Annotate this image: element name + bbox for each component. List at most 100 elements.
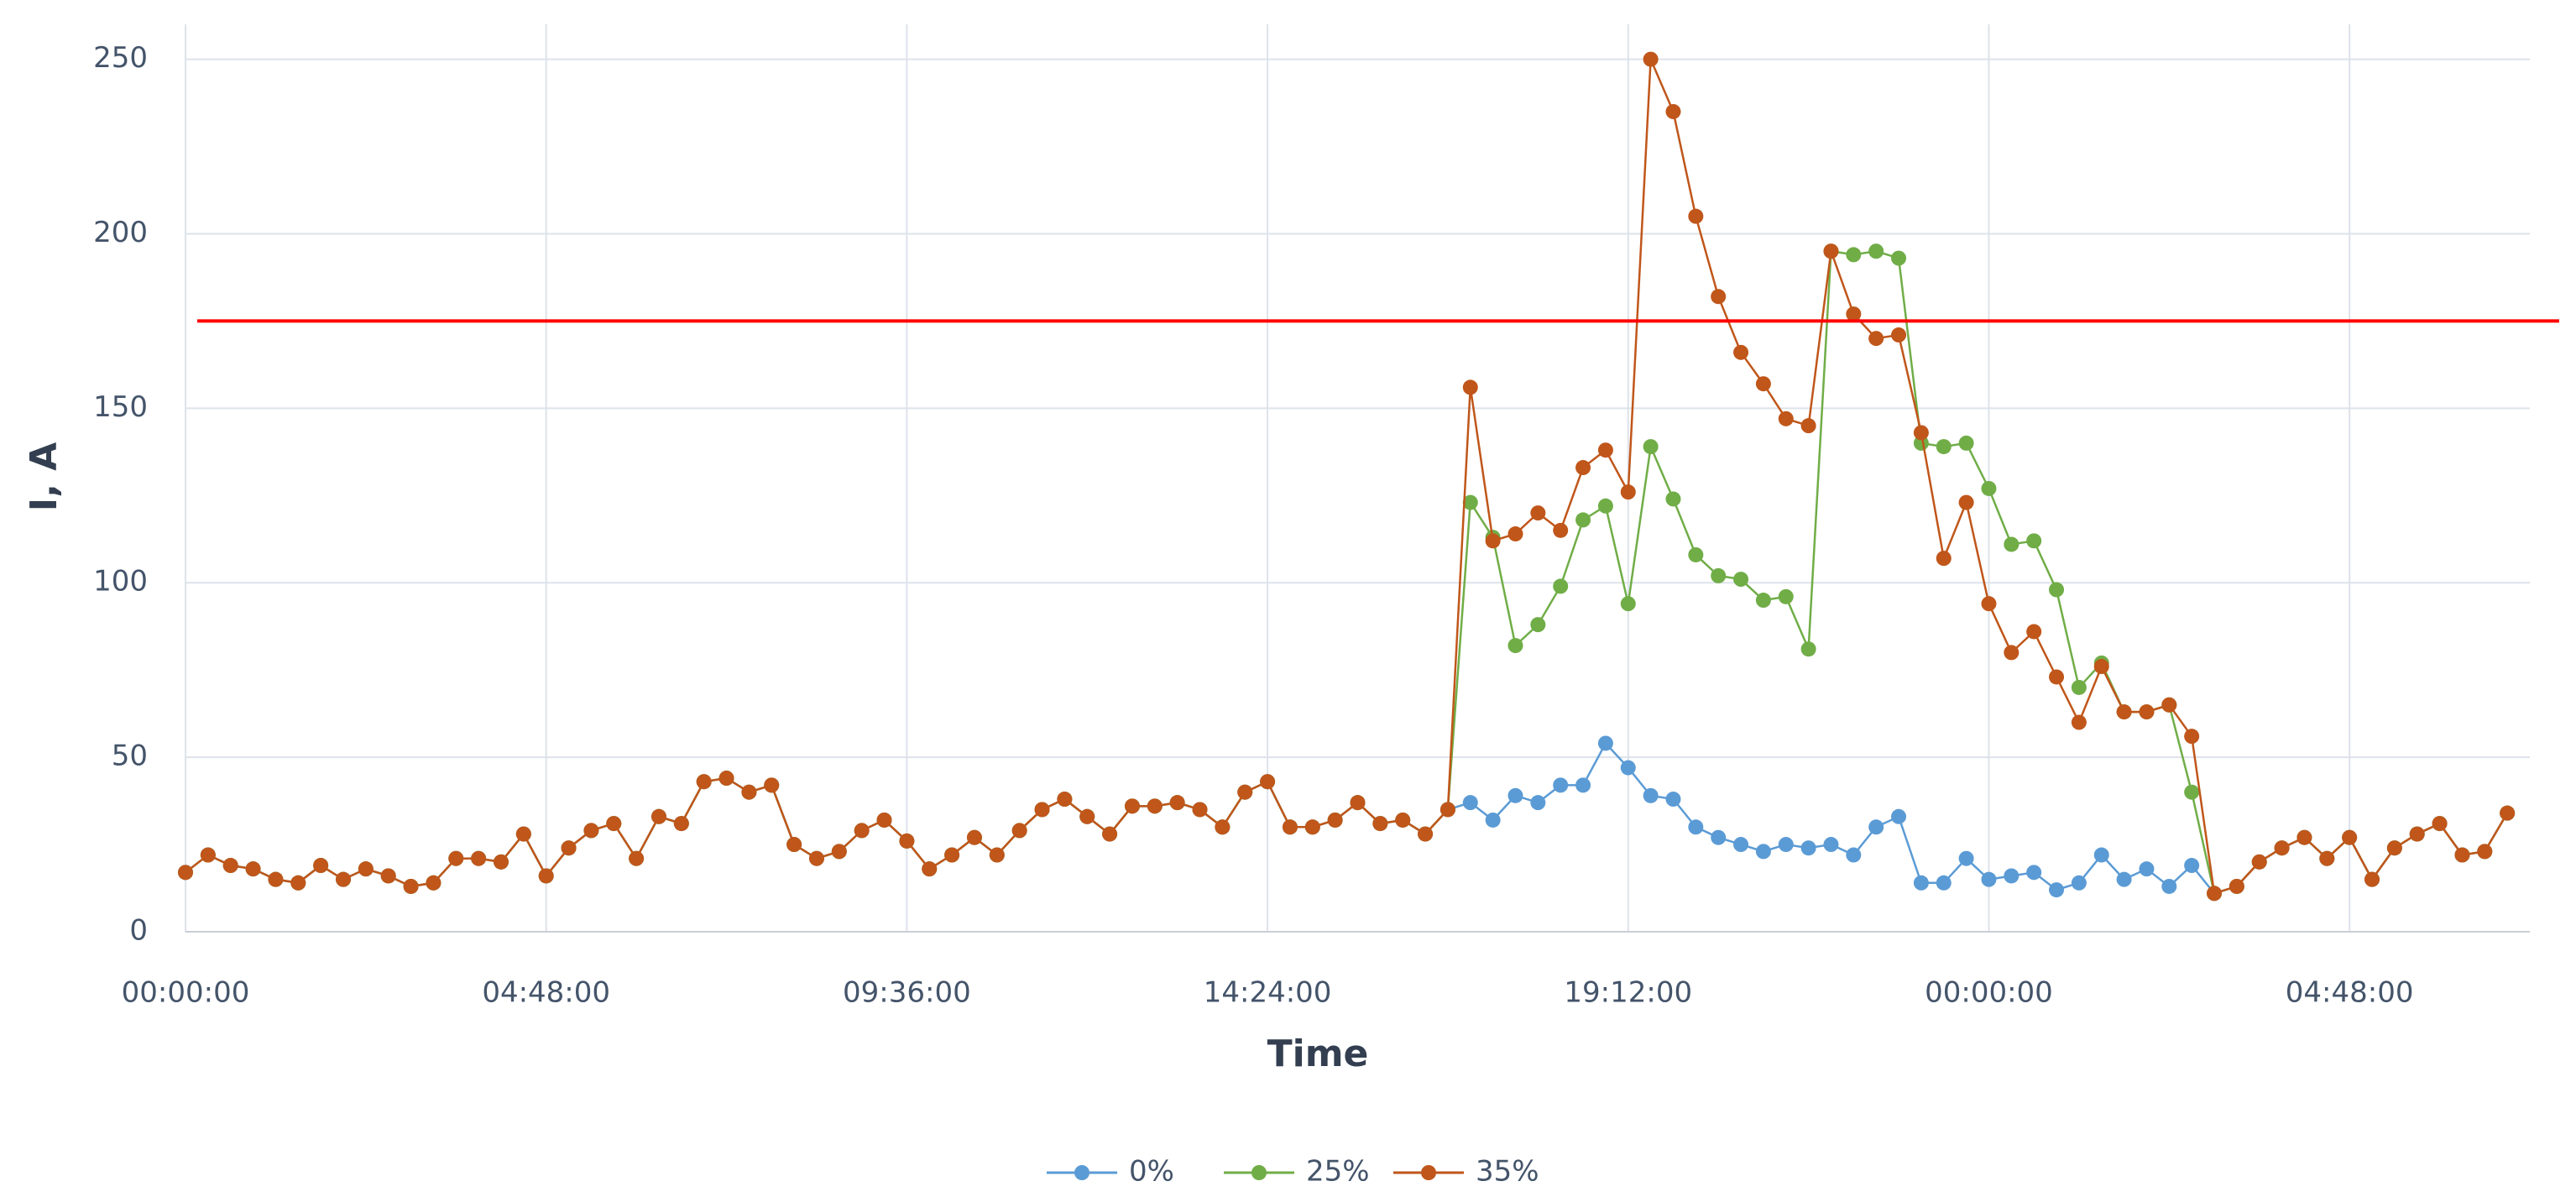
data-point bbox=[1011, 823, 1027, 839]
data-point bbox=[876, 812, 892, 828]
data-point bbox=[2409, 826, 2425, 842]
data-point bbox=[1057, 792, 1073, 808]
data-point bbox=[1868, 331, 1884, 347]
data-point bbox=[2364, 871, 2380, 887]
legend-marker bbox=[1251, 1165, 1267, 1180]
x-tick-label: 19:12:00 bbox=[1564, 976, 1692, 1010]
data-point bbox=[2229, 878, 2244, 894]
data-point bbox=[1169, 795, 1185, 811]
y-tick-label: 50 bbox=[112, 740, 148, 773]
data-point bbox=[2500, 805, 2516, 821]
data-point bbox=[1575, 460, 1591, 476]
data-point bbox=[1891, 250, 1907, 266]
data-point bbox=[515, 826, 531, 842]
data-point bbox=[1688, 546, 1704, 562]
data-point bbox=[1485, 812, 1501, 828]
data-point bbox=[1485, 533, 1501, 549]
data-point bbox=[1507, 638, 1523, 654]
data-point bbox=[1800, 641, 1816, 657]
data-point bbox=[1755, 844, 1771, 860]
data-point bbox=[1981, 871, 1997, 887]
data-point bbox=[1597, 498, 1613, 514]
data-point bbox=[1711, 289, 1727, 305]
data-point bbox=[1958, 435, 1974, 451]
data-point bbox=[335, 871, 351, 887]
x-axis-title: Time bbox=[1267, 1032, 1369, 1075]
data-point bbox=[1936, 875, 1952, 891]
data-point bbox=[1981, 480, 1997, 496]
data-point bbox=[1665, 103, 1681, 119]
data-point bbox=[583, 823, 599, 839]
data-point bbox=[2251, 854, 2267, 870]
data-point bbox=[1079, 808, 1095, 824]
data-point bbox=[764, 777, 780, 793]
series bbox=[178, 735, 2516, 902]
data-point bbox=[1462, 494, 1478, 510]
data-point bbox=[290, 875, 306, 891]
data-point bbox=[1034, 802, 1050, 818]
series-line bbox=[185, 249, 2509, 895]
data-point bbox=[1733, 572, 1749, 588]
data-point bbox=[2116, 871, 2132, 887]
data-point bbox=[1891, 327, 1907, 343]
data-point bbox=[2454, 847, 2470, 863]
data-point bbox=[1800, 840, 1816, 856]
data-point bbox=[358, 861, 374, 877]
data-point bbox=[2319, 850, 2335, 866]
x-tick-label: 09:36:00 bbox=[843, 976, 971, 1010]
data-point bbox=[1597, 735, 1613, 751]
data-point bbox=[245, 861, 261, 877]
data-point bbox=[2004, 868, 2020, 884]
data-point bbox=[1688, 208, 1704, 224]
data-point bbox=[268, 871, 284, 887]
data-point bbox=[2026, 624, 2042, 640]
data-point bbox=[2184, 784, 2200, 800]
data-point bbox=[1553, 777, 1569, 793]
data-point bbox=[1958, 850, 1974, 866]
data-point bbox=[1553, 578, 1569, 594]
data-point bbox=[2093, 847, 2109, 863]
data-point bbox=[1665, 792, 1681, 808]
data-point bbox=[718, 771, 734, 787]
data-point bbox=[629, 850, 645, 866]
data-point bbox=[989, 847, 1005, 863]
data-point bbox=[2207, 886, 2223, 902]
data-point bbox=[1823, 243, 1839, 259]
y-tick-label: 250 bbox=[93, 41, 148, 75]
data-point bbox=[222, 858, 238, 874]
data-point bbox=[1620, 760, 1636, 776]
data-point bbox=[1891, 808, 1907, 824]
data-point bbox=[1418, 826, 1434, 842]
data-point bbox=[1868, 243, 1884, 259]
data-point bbox=[2026, 865, 2042, 881]
x-tick-label: 00:00:00 bbox=[1925, 976, 2053, 1010]
data-point bbox=[854, 823, 870, 839]
data-point bbox=[1215, 819, 1231, 835]
data-point bbox=[2049, 882, 2065, 898]
data-point bbox=[1530, 795, 1546, 811]
data-point bbox=[2184, 858, 2200, 874]
data-point bbox=[2477, 844, 2493, 860]
data-point bbox=[1530, 505, 1546, 521]
data-point bbox=[1620, 596, 1636, 612]
data-point bbox=[899, 833, 915, 849]
x-tick-label: 00:00:00 bbox=[122, 976, 250, 1010]
legend-marker bbox=[1074, 1165, 1089, 1180]
data-point bbox=[1643, 51, 1659, 67]
data-point bbox=[1913, 435, 1929, 451]
data-point bbox=[2139, 704, 2155, 720]
data-point bbox=[831, 844, 847, 860]
data-point bbox=[2342, 829, 2358, 845]
data-point bbox=[1327, 812, 1343, 828]
data-point bbox=[2296, 829, 2312, 845]
data-point bbox=[1913, 425, 1929, 441]
x-tick-label: 14:24:00 bbox=[1204, 976, 1332, 1010]
data-point bbox=[1846, 306, 1862, 322]
data-point bbox=[1958, 494, 1974, 510]
data-point bbox=[1575, 512, 1591, 528]
series-line bbox=[185, 741, 2509, 895]
data-point bbox=[1981, 596, 1997, 612]
data-point bbox=[741, 784, 757, 800]
data-point bbox=[1620, 484, 1636, 500]
data-point bbox=[2432, 816, 2448, 832]
